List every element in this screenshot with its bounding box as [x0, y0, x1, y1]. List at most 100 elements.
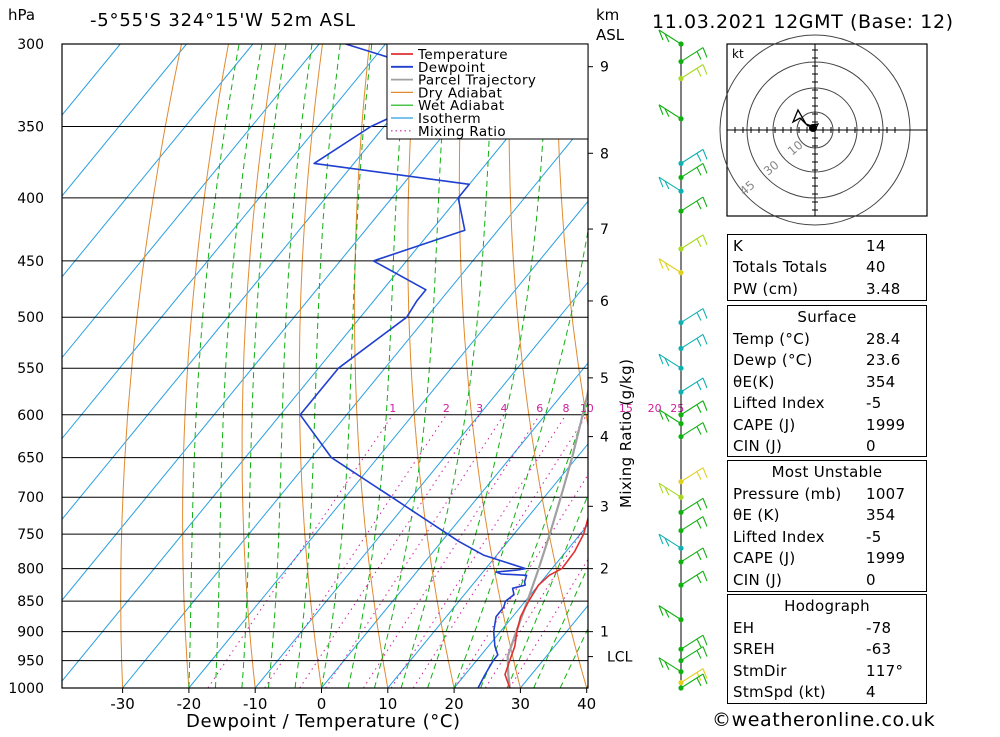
mixing-ratio-tick-label: 20 [648, 402, 662, 415]
wind-barb-feather [703, 669, 707, 679]
wind-barb-feather [697, 521, 701, 529]
hodograph-label: SREH [733, 640, 775, 658]
hodograph-label: StmDir [733, 662, 787, 680]
most-unstable-label: Lifted Index [733, 528, 825, 546]
wind-level-dot [678, 528, 683, 533]
hpa-unit: hPa [8, 6, 35, 24]
wind-barb-feather [697, 69, 701, 77]
most-unstable-title: Most Unstable [728, 461, 926, 483]
surface-value: 23.6 [866, 351, 921, 369]
isotherm-line [123, 44, 651, 688]
wind-barb-feather [703, 647, 707, 657]
indices-box: K 14 Totals Totals 40 PW (cm)3.48 [727, 234, 927, 301]
dry-adiabat-line [981, 44, 1000, 688]
wind-barb-feather [703, 309, 707, 319]
wind-level-dot [678, 546, 683, 551]
wind-barb-feather [703, 548, 707, 558]
wet-adiabat-line [242, 44, 286, 688]
height-tick-label: 8 [600, 146, 609, 162]
most-unstable-row: θE (K)354 [728, 505, 926, 527]
wind-barb-feather [703, 65, 707, 75]
pressure-tick-label: 750 [17, 527, 44, 543]
mixing-ratio-axis-label: Mixing Ratio (g/kg) [617, 359, 635, 508]
hodograph-label: StmSpd (kt) [733, 683, 826, 701]
wind-barb-feather [703, 674, 707, 684]
wind-barb-shaft [681, 65, 703, 79]
index-value: 40 [866, 258, 921, 276]
most-unstable-label: CIN (J) [733, 571, 782, 589]
index-label: PW (cm) [733, 280, 798, 298]
wind-barb-shaft [681, 647, 703, 661]
temperature-tick-label: 40 [577, 695, 596, 713]
mixing-ratio-line [455, 415, 626, 688]
isotherm-line [0, 44, 319, 688]
pressure-tick-label: 500 [17, 310, 44, 326]
wind-barb-feather [697, 313, 701, 321]
mixing-ratio-tick-label: 8 [562, 402, 569, 415]
wind-barb-shaft [681, 334, 703, 348]
wind-barb-feather [697, 552, 701, 560]
pressure-tick-label: 950 [17, 654, 44, 670]
wind-barb-feather [703, 197, 707, 207]
most-unstable-label: Pressure (mb) [733, 485, 842, 503]
wind-barb-shaft [681, 548, 703, 562]
hodograph-value: 4 [866, 683, 921, 701]
wet-adiabat-line [401, 44, 494, 688]
index-value: 14 [866, 237, 921, 255]
wind-barb-feather [703, 468, 707, 478]
wind-barb-shaft [681, 423, 703, 437]
pressure-tick-label: 400 [17, 191, 44, 207]
most-unstable-row: CIN (J)0 [728, 569, 926, 591]
wind-barb-feather [697, 201, 701, 209]
surface-value: 28.4 [866, 330, 921, 348]
most-unstable-value: -5 [866, 528, 921, 546]
storm-motion-marker [809, 124, 817, 132]
wind-barb-feather [703, 571, 707, 581]
pressure-tick-label: 600 [17, 408, 44, 424]
surface-value: 354 [866, 373, 921, 391]
mixing-ratio-tick-label: 3 [476, 402, 483, 415]
height-tick-label: 2 [600, 562, 609, 578]
pressure-tick-label: 300 [17, 37, 44, 53]
mixing-ratio-tick-label: 10 [580, 402, 594, 415]
temperature-tick-label: -30 [110, 695, 135, 713]
pressure-tick-label: 450 [17, 254, 44, 270]
most-unstable-value: 1007 [866, 485, 921, 503]
index-label: K [733, 237, 743, 255]
isotherm-line [56, 44, 584, 688]
index-label: Totals Totals [733, 258, 827, 276]
surface-row: Lifted Index-5 [728, 393, 926, 415]
mixing-ratio-tick-label: 6 [536, 402, 543, 415]
pressure-tick-label: 800 [17, 562, 44, 578]
pressure-tick-label: 650 [17, 451, 44, 467]
index-row: Totals Totals 40 [728, 257, 926, 279]
datetime-title: 11.03.2021 12GMT (Base: 12) [652, 11, 954, 33]
index-row: PW (cm)3.48 [728, 278, 926, 300]
surface-label: CIN (J) [733, 437, 782, 455]
hodograph-row: SREH-63 [728, 639, 926, 661]
surface-label: Lifted Index [733, 394, 825, 412]
wind-barb-feather [703, 401, 707, 411]
surface-label: Temp (°C) [733, 330, 810, 348]
wind-barb-feather [697, 427, 701, 435]
surface-label: Dewp (°C) [733, 351, 813, 369]
wind-barb-feather [703, 163, 707, 173]
wind-barb-feather [697, 52, 701, 60]
wind-barb-feather [703, 635, 707, 645]
height-tick-label: 3 [600, 499, 609, 515]
wind-barb-shaft [681, 235, 703, 249]
wind-barb-shaft [681, 635, 703, 649]
pressure-tick-label: 350 [17, 119, 44, 135]
wind-barb-feather [697, 405, 701, 413]
wind-barb-feather [703, 149, 707, 159]
wind-barb-shaft [681, 517, 703, 531]
wind-barb-feather [703, 235, 707, 245]
wind-barb-shaft [681, 163, 703, 177]
hodograph-value: -78 [866, 619, 921, 637]
wind-barb-shaft [681, 571, 703, 585]
